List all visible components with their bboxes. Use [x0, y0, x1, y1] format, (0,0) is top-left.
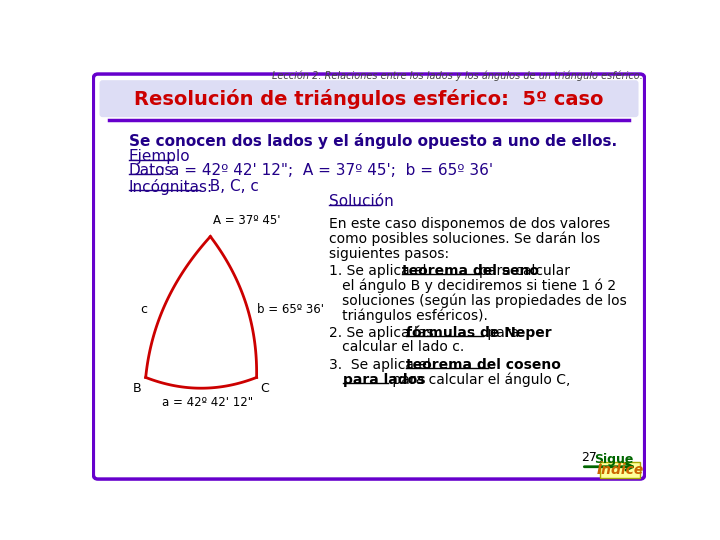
Text: a = 42º 42' 12": a = 42º 42' 12" — [162, 396, 253, 409]
Text: para: para — [483, 326, 520, 340]
Text: triángulos esféricos).: triángulos esféricos). — [329, 308, 488, 322]
Text: siguientes pasos:: siguientes pasos: — [329, 247, 449, 260]
Text: 27: 27 — [581, 451, 597, 464]
Text: teorema del seno: teorema del seno — [402, 264, 544, 278]
Text: En este caso disponemos de dos valores: En este caso disponemos de dos valores — [329, 217, 610, 231]
Text: fórmulas de Neper: fórmulas de Neper — [406, 326, 552, 340]
Text: para calcular: para calcular — [479, 264, 570, 278]
Text: 3.  Se aplica el: 3. Se aplica el — [329, 358, 435, 372]
Text: Sigue: Sigue — [594, 453, 633, 466]
Text: 1. Se aplica el: 1. Se aplica el — [329, 264, 431, 278]
Text: Resolución de triángulos esférico:  5º caso: Resolución de triángulos esférico: 5º ca… — [134, 90, 604, 110]
Text: 2. Se aplica las: 2. Se aplica las — [329, 326, 438, 340]
Text: Solución: Solución — [329, 194, 394, 209]
Text: Datos: Datos — [129, 164, 174, 178]
Text: soluciones (según las propiedades de los: soluciones (según las propiedades de los — [329, 294, 626, 308]
Text: Índice: Índice — [596, 463, 644, 477]
Text: b = 65º 36': b = 65º 36' — [256, 303, 323, 316]
Text: para lados: para lados — [343, 373, 425, 387]
Text: como posibles soluciones. Se darán los: como posibles soluciones. Se darán los — [329, 232, 600, 246]
Text: A = 37º 45': A = 37º 45' — [213, 214, 281, 227]
FancyBboxPatch shape — [94, 74, 644, 479]
Text: B, C, c: B, C, c — [199, 179, 258, 194]
Text: Ejemplo: Ejemplo — [129, 150, 190, 165]
Text: : a = 42º 42' 12";  A = 37º 45';  b = 65º 36': : a = 42º 42' 12"; A = 37º 45'; b = 65º … — [160, 164, 492, 178]
Text: C: C — [261, 382, 269, 395]
Text: Lección 2. Relaciones entre los lados y los ángulos de un triángulo esférico.: Lección 2. Relaciones entre los lados y … — [272, 71, 643, 82]
Text: c: c — [140, 303, 148, 316]
Text: teorema del coseno: teorema del coseno — [406, 358, 561, 372]
Text: para calcular el ángulo C,: para calcular el ángulo C, — [388, 373, 570, 387]
FancyBboxPatch shape — [99, 80, 639, 117]
Text: B: B — [132, 382, 141, 395]
Text: calcular el lado c.: calcular el lado c. — [329, 340, 464, 354]
Text: Incógnitas:: Incógnitas: — [129, 179, 213, 195]
FancyBboxPatch shape — [600, 462, 640, 477]
Text: Se conocen dos lados y el ángulo opuesto a uno de ellos.: Se conocen dos lados y el ángulo opuesto… — [129, 132, 617, 149]
Text: el ángulo B y decidiremos si tiene 1 ó 2: el ángulo B y decidiremos si tiene 1 ó 2 — [329, 279, 616, 293]
